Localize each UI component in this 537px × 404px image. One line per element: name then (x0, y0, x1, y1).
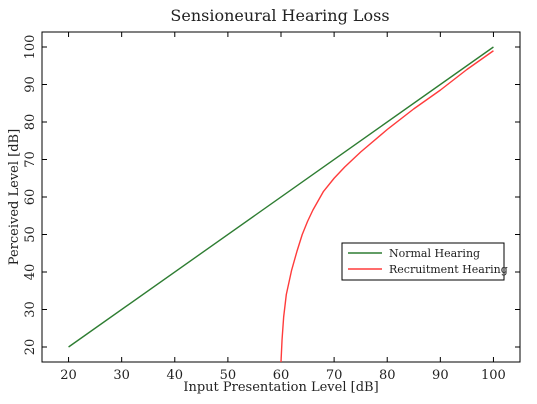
chart-title: Sensioneural Hearing Loss (170, 6, 389, 25)
x-tick-label: 70 (326, 368, 343, 383)
legend-box (341, 242, 505, 281)
y-tick-label: 80 (23, 114, 38, 131)
legend: Normal Hearing Recruitment Hearing (341, 242, 508, 281)
x-tick-label: 50 (220, 368, 237, 383)
x-axis-title: Input Presentation Level [dB] (183, 380, 378, 395)
x-tick-label: 20 (60, 368, 77, 383)
y-tick-label: 60 (23, 189, 38, 206)
series-line-normal-hearing (68, 46, 494, 348)
series-line-recruitment-hearing (280, 50, 494, 363)
y-tick-label: 20 (23, 339, 38, 356)
y-tick-label: 50 (23, 226, 38, 243)
y-axis-title: Perceived Level [dB] (7, 129, 22, 265)
series-layer (68, 46, 494, 363)
x-tick-label: 30 (113, 368, 130, 383)
x-tick-label: 90 (432, 368, 449, 383)
y-tick-label: 70 (23, 151, 38, 168)
x-tick-label: 40 (167, 368, 184, 383)
x-tick-label: 80 (379, 368, 396, 383)
legend-label-recruitment-hearing: Recruitment Hearing (389, 263, 508, 276)
legend-label-normal-hearing: Normal Hearing (389, 247, 480, 260)
y-tick-label: 100 (23, 35, 38, 60)
y-tick-label: 40 (23, 264, 38, 281)
x-tick-label: 100 (481, 368, 506, 383)
y-tick-label: 30 (23, 301, 38, 318)
x-tick-label: 60 (273, 368, 290, 383)
axis-ticks: 20 30 40 50 60 70 80 90 100 20 30 40 50 60 70 80 90 100 (23, 32, 520, 383)
y-tick-label: 90 (23, 76, 38, 93)
